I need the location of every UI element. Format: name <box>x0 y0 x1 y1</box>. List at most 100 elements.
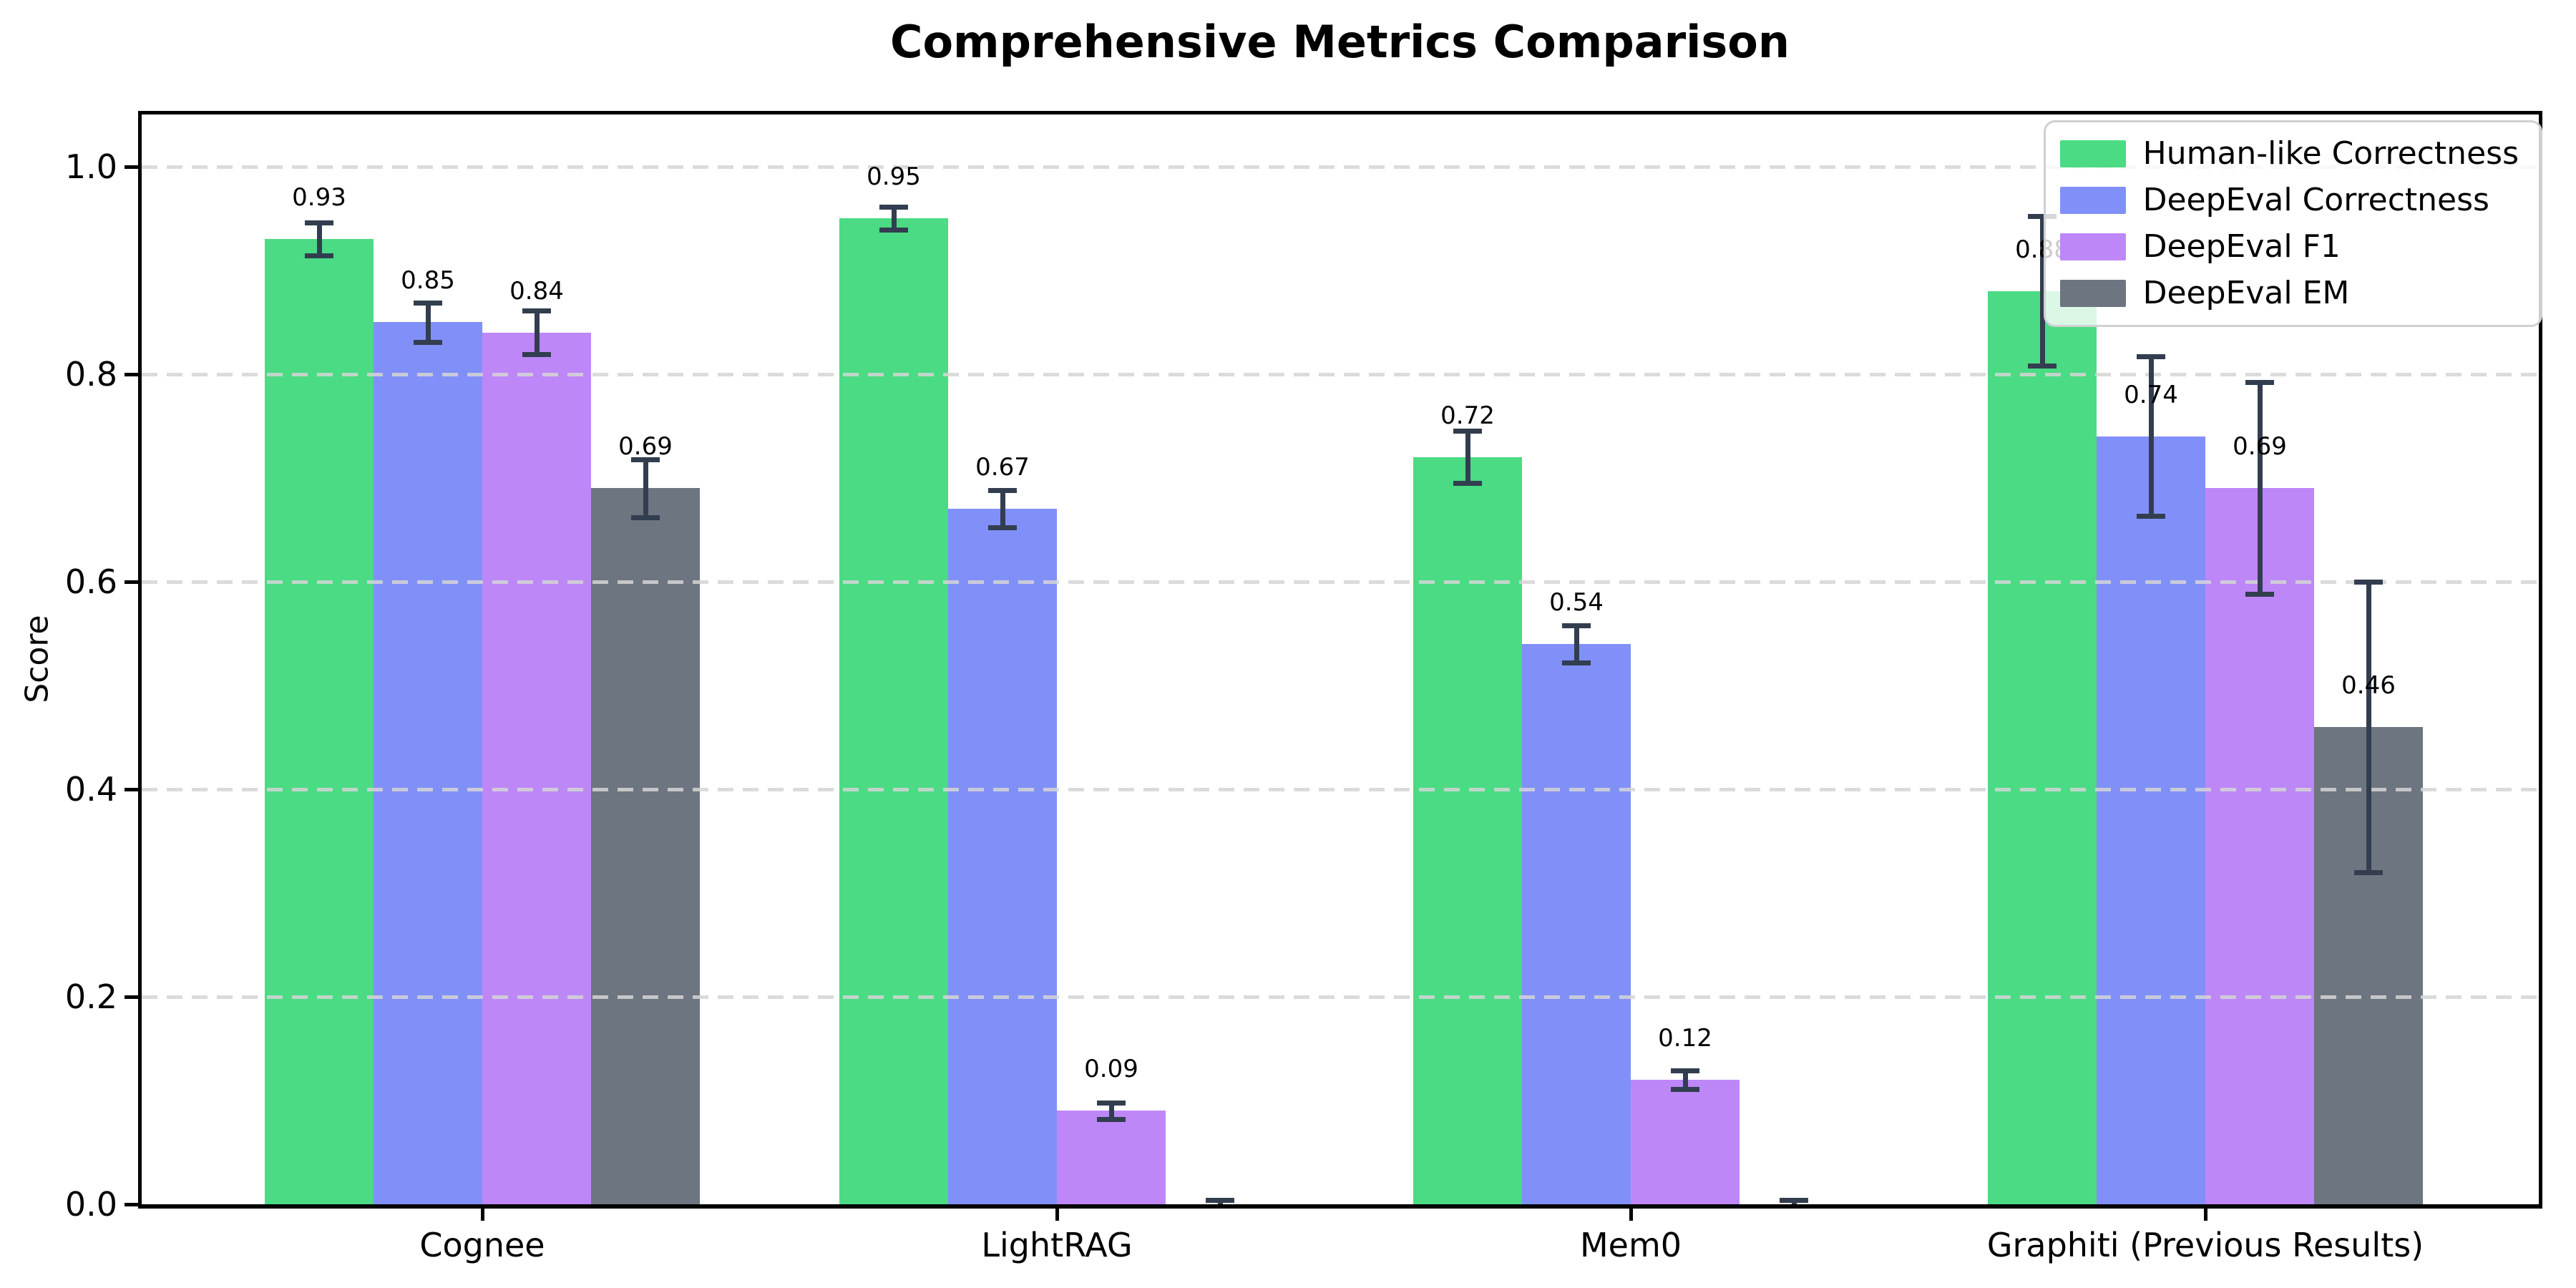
error-bar-line <box>2149 356 2154 516</box>
error-bar-line <box>892 207 897 230</box>
error-bar-cap-top <box>1562 623 1591 628</box>
y-tick-mark <box>125 373 140 376</box>
error-bar-cap-bottom <box>1562 660 1591 665</box>
legend-swatch <box>2059 187 2126 214</box>
bar <box>374 322 482 1204</box>
y-tick-label: 0.2 <box>64 977 117 1016</box>
bar-value-label: 0.72 <box>1440 401 1495 430</box>
legend: Human-like Correctness DeepEval Correctne… <box>2043 120 2542 327</box>
bar <box>839 218 948 1204</box>
gridline <box>142 580 2539 584</box>
error-bar-cap-bottom <box>879 228 908 233</box>
y-tick-label: 0.4 <box>64 770 117 809</box>
error-bar-cap-top <box>1671 1068 1699 1073</box>
error-bar-cap-top <box>988 488 1017 493</box>
bar-value-label: 0.46 <box>2341 671 2396 700</box>
axis-spine-top <box>138 111 2542 114</box>
error-bar-cap-bottom <box>2245 592 2274 597</box>
y-tick-label: 1.0 <box>64 147 117 186</box>
y-axis-label: Score <box>19 615 56 703</box>
error-bar-cap-bottom <box>2137 514 2165 519</box>
x-tick-label: LightRAG <box>981 1226 1133 1264</box>
y-tick-label: 0.0 <box>64 1185 117 1224</box>
error-bar-line <box>2366 582 2371 872</box>
bar <box>1631 1080 1740 1204</box>
chart-title: Comprehensive Metrics Comparison <box>889 16 1790 68</box>
legend-item: DeepEval EM <box>2059 273 2519 313</box>
bar <box>265 239 374 1204</box>
error-bar-cap-top <box>2137 354 2165 359</box>
bar <box>948 509 1057 1204</box>
bar <box>1988 291 2097 1204</box>
error-bar-line <box>1683 1070 1688 1089</box>
error-bar-line <box>2040 216 2045 366</box>
error-bar-cap-bottom <box>2028 364 2057 369</box>
error-bar-cap-bottom <box>1097 1117 1126 1122</box>
error-bar-line <box>317 223 322 255</box>
bar-value-label: 0.85 <box>401 266 455 295</box>
legend-label: DeepEval EM <box>2142 275 2350 311</box>
y-tick-label: 0.6 <box>64 562 117 601</box>
error-bar-cap-top <box>1780 1198 1808 1203</box>
y-tick-mark <box>125 995 140 999</box>
x-tick-label: Graphiti (Previous Results) <box>1986 1226 2424 1264</box>
error-bar-line <box>1465 431 1470 483</box>
error-bar-line <box>426 303 431 342</box>
bar <box>591 488 700 1204</box>
legend-label: Human-like Correctness <box>2142 135 2519 172</box>
error-bar-cap-top <box>2245 380 2274 385</box>
bar-value-label: 0.69 <box>618 432 673 461</box>
bar <box>482 333 591 1204</box>
error-bar-line <box>643 459 648 517</box>
bar <box>2097 436 2205 1204</box>
y-tick-mark <box>125 1203 140 1206</box>
axis-spine-bottom <box>138 1204 2542 1209</box>
error-bar-cap-top <box>879 205 908 210</box>
bar-value-label: 0.12 <box>1658 1024 1712 1053</box>
error-bar-cap-top <box>2028 214 2057 219</box>
error-bar-cap-top <box>305 220 333 225</box>
x-tick-label: Mem0 <box>1579 1226 1682 1264</box>
legend-item: Human-like Correctness <box>2059 134 2519 174</box>
error-bar-cap-bottom <box>1453 481 1482 486</box>
legend-swatch <box>2059 233 2126 260</box>
error-bar-cap-top <box>1453 429 1482 434</box>
gridline <box>142 165 2539 169</box>
error-bar-cap-bottom <box>2354 870 2383 875</box>
error-bar-cap-top <box>1206 1198 1234 1203</box>
error-bar-cap-top <box>2354 580 2383 585</box>
y-tick-mark <box>125 788 140 791</box>
axis-spine-left <box>138 111 142 1209</box>
error-bar-line <box>1574 625 1579 663</box>
bar-value-label: 0.69 <box>2233 432 2287 461</box>
x-tick-mark <box>481 1208 484 1221</box>
gridline <box>142 373 2539 376</box>
x-tick-label: Cognee <box>419 1226 545 1264</box>
x-tick-mark <box>1055 1208 1059 1221</box>
legend-label: DeepEval Correctness <box>2142 182 2489 218</box>
error-bar-line <box>535 311 540 354</box>
error-bar-cap-bottom <box>1671 1087 1699 1092</box>
legend-item: DeepEval Correctness <box>2059 180 2519 220</box>
error-bar-line <box>2258 382 2263 594</box>
bar-value-label: 0.84 <box>509 277 564 306</box>
gridline <box>142 995 2539 999</box>
error-bar-cap-bottom <box>988 525 1017 530</box>
y-tick-mark <box>125 580 140 584</box>
x-tick-mark <box>2204 1208 2207 1221</box>
legend-item: DeepEval F1 <box>2059 227 2519 267</box>
error-bar-cap-bottom <box>414 340 442 345</box>
y-tick-mark <box>125 165 140 169</box>
x-tick-mark <box>1629 1208 1633 1221</box>
gridline <box>142 788 2539 791</box>
legend-label: DeepEval F1 <box>2142 228 2341 265</box>
bar <box>2205 488 2314 1204</box>
bar <box>1057 1111 1166 1204</box>
error-bar-cap-bottom <box>522 352 551 357</box>
bar-value-label: 0.93 <box>292 183 346 212</box>
error-bar-cap-bottom <box>631 515 660 520</box>
bar-value-label: 0.09 <box>1084 1055 1138 1083</box>
error-bar-line <box>1109 1103 1114 1119</box>
bar-value-label: 0.54 <box>1549 588 1604 617</box>
error-bar-line <box>1000 490 1005 527</box>
